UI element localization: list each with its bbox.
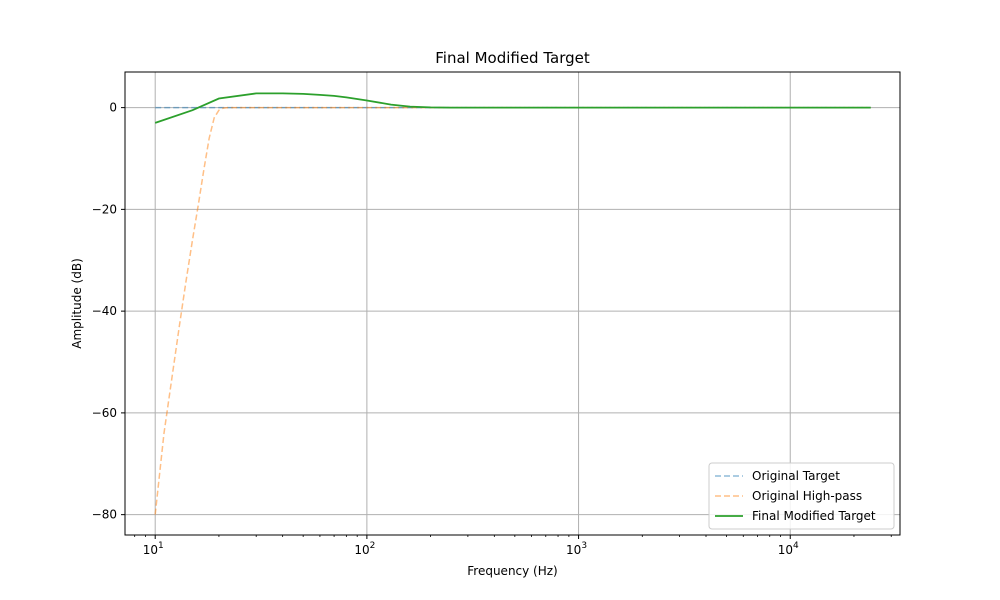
y-tick-label: −80 — [92, 508, 117, 522]
legend-label-3: Final Modified Target — [752, 509, 876, 523]
x-tick-label: 101 — [143, 541, 164, 557]
x-tick-label: 103 — [566, 541, 587, 557]
y-tick-label: −60 — [92, 406, 117, 420]
series-line-2 — [154, 106, 871, 515]
legend-box — [708, 462, 895, 530]
series-group — [154, 92, 871, 515]
y-tick-label: 0 — [109, 101, 117, 115]
series-line-3 — [154, 92, 871, 124]
x-tick-label: 102 — [354, 541, 375, 557]
chart-title: Final Modified Target — [435, 49, 590, 67]
y-tick-label: −20 — [92, 202, 117, 216]
legend: Original Target Original High-pass Final M… — [708, 462, 895, 530]
plot-frame — [124, 71, 901, 536]
ticks: 101 102 103 104 0 −20 −40 −60 −80 — [92, 101, 892, 557]
x-tick-label: 104 — [778, 541, 799, 557]
y-tick-label: −40 — [92, 304, 117, 318]
x-axis-label: Frequency (Hz) — [467, 564, 558, 578]
legend-label-2: Original High-pass — [752, 489, 862, 503]
y-axis-label: Amplitude (dB) — [70, 258, 84, 349]
legend-label-1: Original Target — [752, 469, 840, 483]
